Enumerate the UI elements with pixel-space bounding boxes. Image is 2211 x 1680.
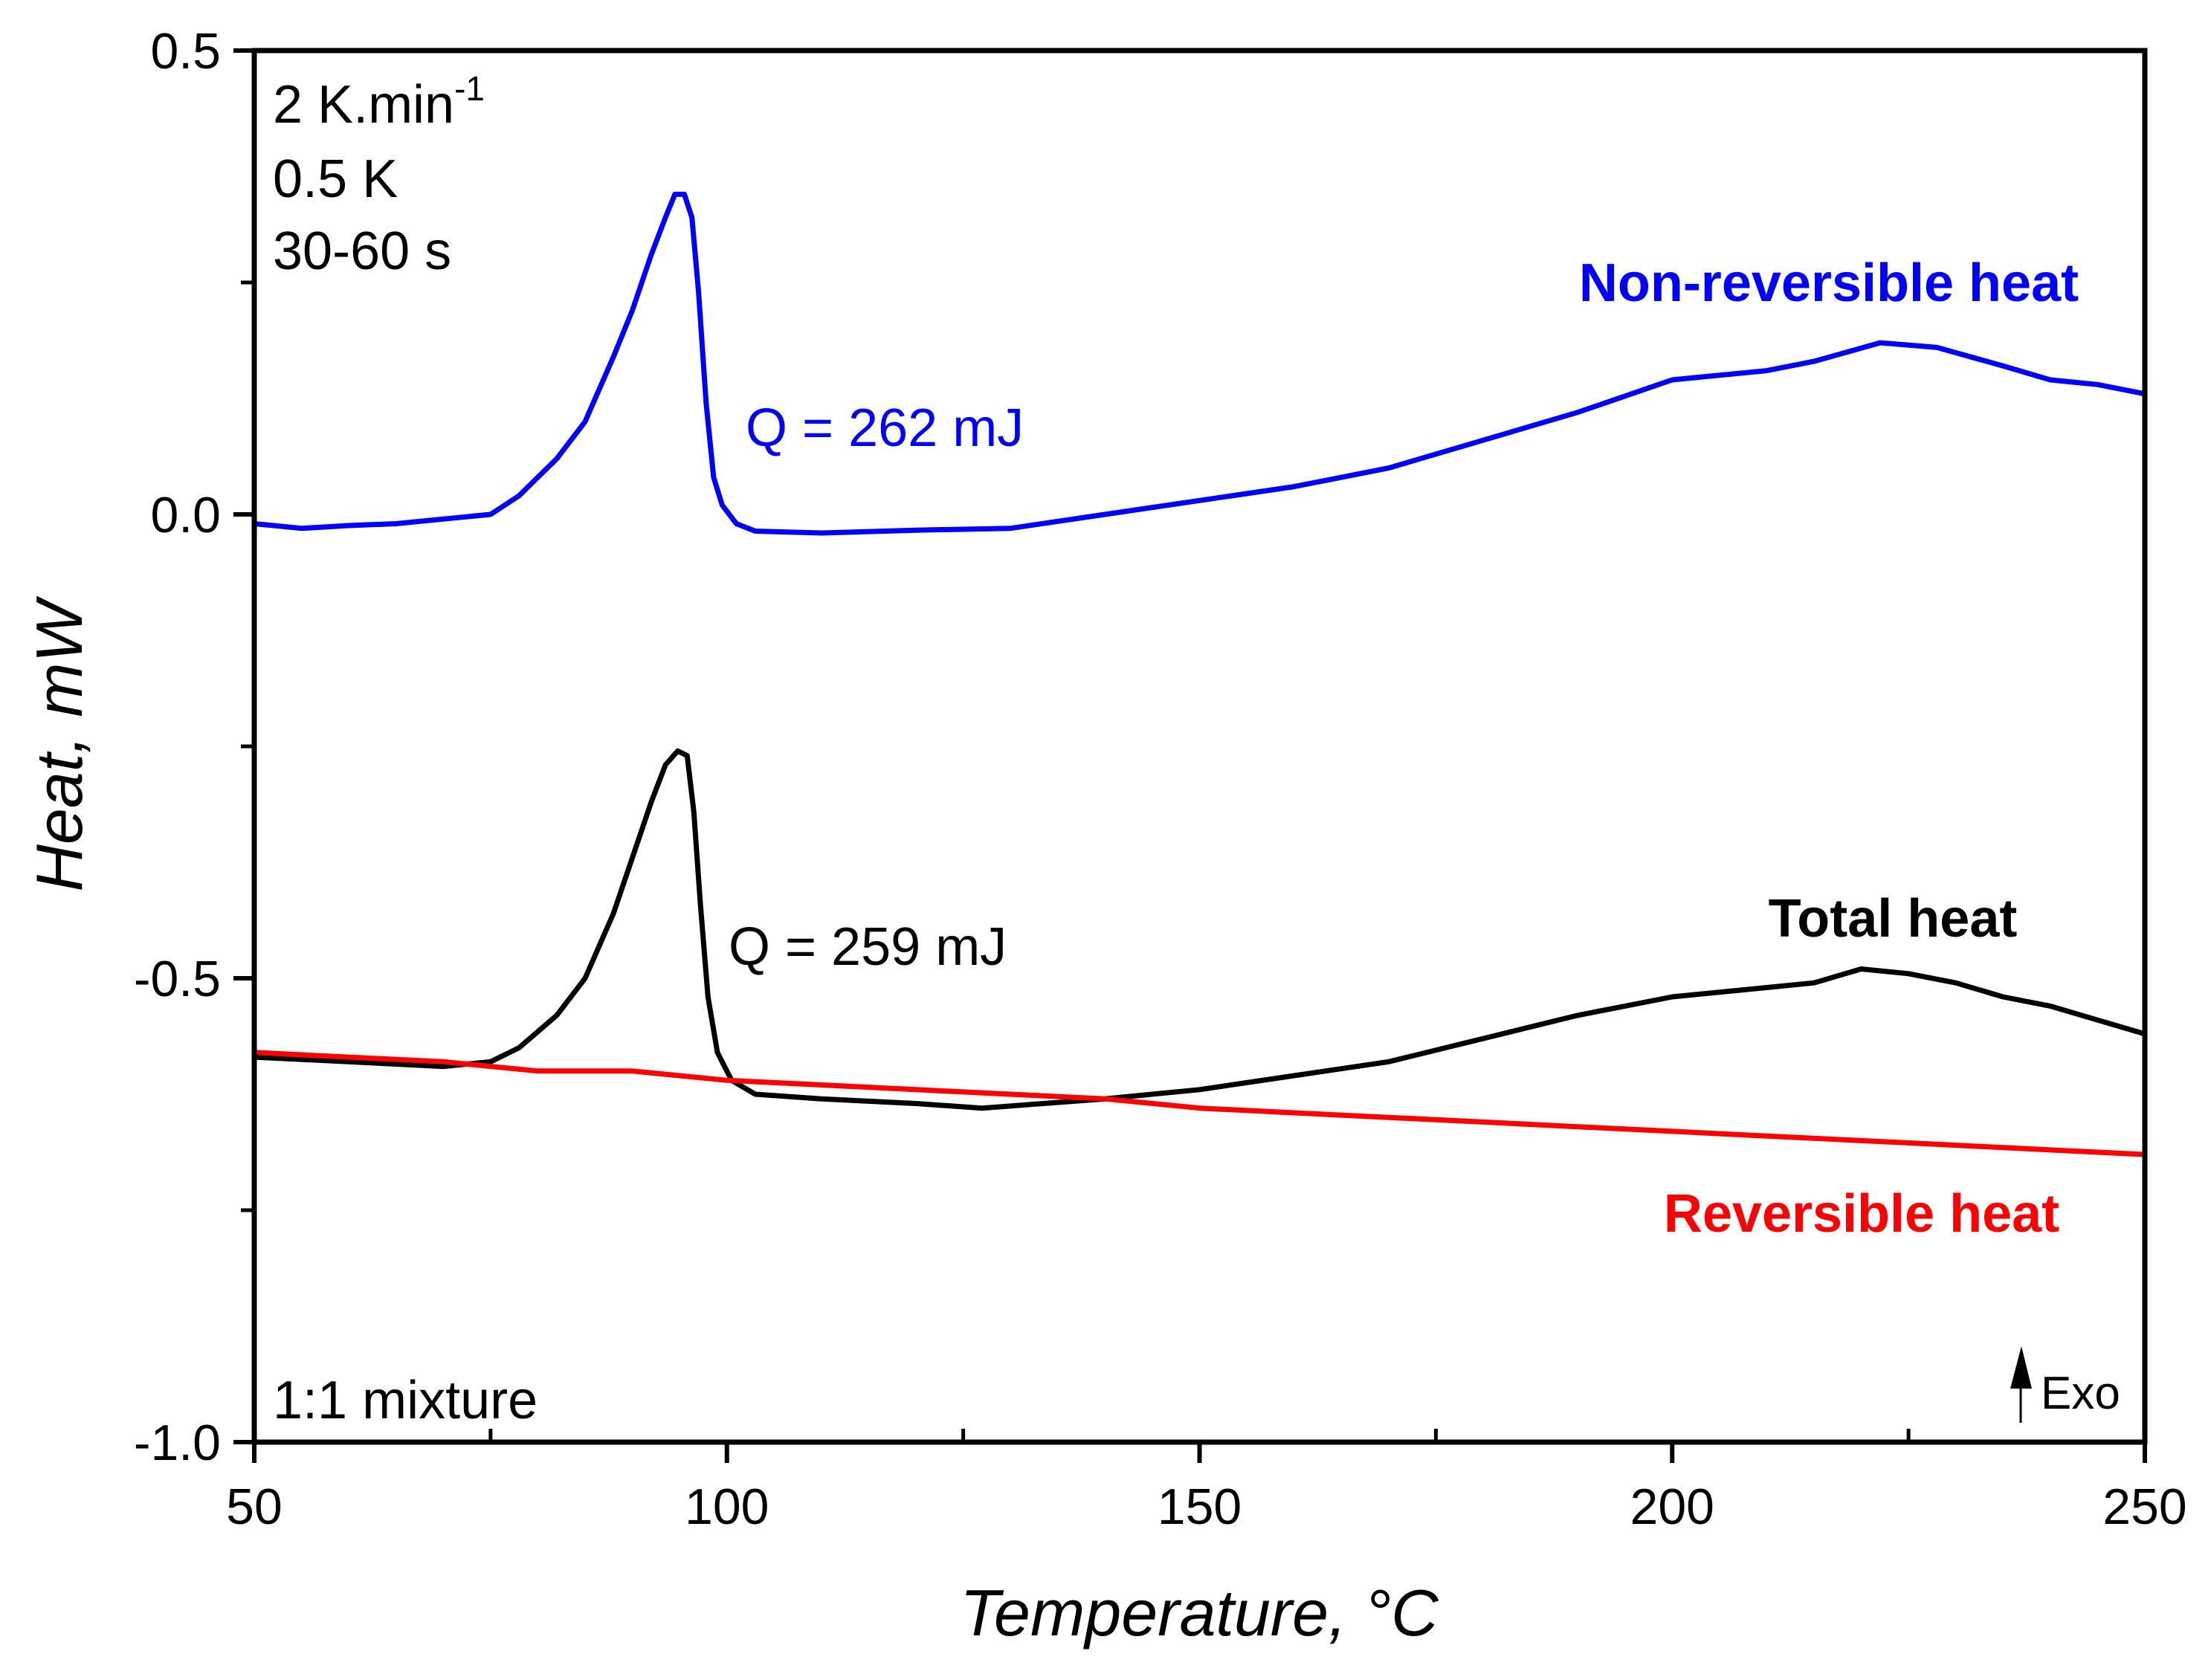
series-line-non-reversible-heat — [254, 191, 2146, 536]
x-tick-label: 250 — [2102, 1479, 2186, 1535]
period-annotation: 30-60 s — [273, 222, 451, 281]
y-tick-label: 0.0 — [150, 487, 221, 543]
series-line-total-heat — [254, 748, 2146, 1111]
series-lines — [254, 191, 2146, 1157]
sample-annotation: 1:1 mixture — [273, 1371, 538, 1430]
y-axis-title: Heat, mW — [22, 595, 96, 891]
exo-arrow-icon — [2010, 1346, 2032, 1423]
x-tick-label: 100 — [685, 1479, 769, 1535]
q-total: Q = 259 mJ — [729, 917, 1007, 977]
y-tick-label: -1.0 — [134, 1415, 221, 1471]
x-tick-label: 200 — [1630, 1479, 1714, 1535]
label-total: Total heat — [1769, 889, 2018, 949]
series-line-reversible-heat — [254, 1050, 2146, 1157]
y-tick-label: -0.5 — [134, 951, 221, 1007]
q-nonreversible: Q = 262 mJ — [746, 398, 1024, 458]
plot-frame — [251, 48, 2148, 1445]
amplitude-annotation: 0.5 K — [273, 149, 398, 209]
exo-label: Exo — [2041, 1368, 2120, 1419]
axis-ticks: 50 100 150 200 250 -1.0 -0.5 0.0 0.5 — [134, 23, 2187, 1535]
x-axis-title: Temperature, °C — [960, 1576, 1439, 1650]
label-reversible: Reversible heat — [1664, 1184, 2059, 1244]
x-tick-label: 150 — [1158, 1479, 1242, 1535]
x-tick-label: 50 — [226, 1479, 283, 1535]
y-tick-label: 0.5 — [150, 23, 221, 80]
rate-annotation: 2 K.min-1 — [273, 69, 485, 135]
label-non-reversible: Non-reversible heat — [1579, 253, 2079, 313]
